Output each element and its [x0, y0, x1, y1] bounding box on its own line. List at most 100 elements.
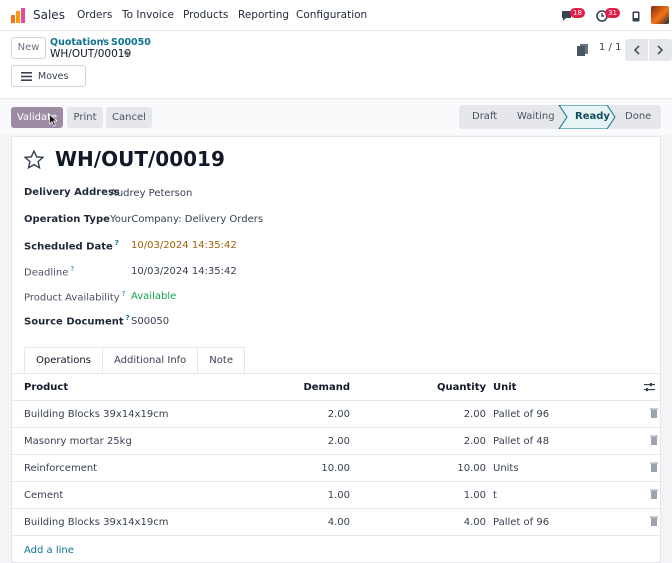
row-demand: 2.00 — [327, 436, 350, 447]
row-product: Reinforcement — [24, 463, 98, 474]
row-quantity[interactable]: 10.00 — [457, 463, 486, 474]
row-product: Building Blocks 39x14x19cm — [24, 517, 169, 528]
user-avatar[interactable] — [651, 6, 669, 24]
column-settings-icon[interactable] — [644, 383, 655, 392]
stage-pipeline: Draft Waiting Ready Done — [459, 105, 661, 129]
pager-prev-button[interactable] — [625, 39, 648, 61]
validate-label: Validate — [16, 112, 58, 123]
column-demand[interactable]: Demand — [303, 382, 350, 393]
product-availability-value: Available — [131, 291, 177, 302]
trash-icon[interactable] — [650, 408, 658, 418]
activities-badge: 31 — [605, 8, 620, 18]
chat-icon — [562, 11, 571, 21]
pager-next-button[interactable] — [649, 39, 672, 61]
menu-reporting[interactable]: Reporting — [238, 9, 290, 21]
table-row[interactable]: Reinforcement 10.00 10.00 Units — [12, 455, 660, 482]
form-sheet: WH/OUT/00019 Delivery Address Audrey Pet… — [11, 136, 661, 563]
help-tooltip-icon[interactable]: ? — [121, 290, 126, 298]
trash-icon[interactable] — [650, 435, 658, 445]
operation-type-label: Operation Type — [24, 214, 110, 225]
mouse-cursor-icon — [49, 114, 58, 127]
new-button[interactable]: New — [11, 37, 46, 59]
stage-waiting[interactable]: Waiting — [517, 111, 555, 122]
trash-icon[interactable] — [650, 516, 658, 526]
menu-lines-icon — [21, 72, 32, 81]
messages-button[interactable]: 18 — [561, 8, 587, 23]
notebook-tabs: Operations Additional Info Note — [24, 347, 245, 373]
menu-to-invoice[interactable]: To Invoice — [122, 9, 174, 21]
table-row[interactable]: Building Blocks 39x14x19cm 4.00 4.00 Pal… — [12, 509, 660, 536]
documents-icon[interactable] — [577, 44, 588, 56]
scheduled-date-label-text: Scheduled Date — [24, 241, 113, 253]
pager-value[interactable]: 1 / 1 — [599, 42, 622, 53]
control-panel: New Quotations / S00050 WH/OUT/00019 ⚙ M… — [0, 31, 672, 99]
menu-products[interactable]: Products — [183, 9, 229, 21]
chevron-left-icon — [633, 45, 640, 55]
activities-button[interactable]: 31 — [596, 8, 622, 23]
add-a-line-link[interactable]: Add a line — [24, 545, 74, 556]
row-unit: Pallet of 96 — [493, 517, 550, 528]
deadline-value[interactable]: 10/03/2024 14:35:42 — [131, 266, 237, 277]
table-row[interactable]: Masonry mortar 25kg 2.00 2.00 Pallet of … — [12, 428, 660, 455]
help-tooltip-icon[interactable]: ? — [70, 265, 75, 273]
stage-ready[interactable]: Ready — [575, 111, 610, 122]
source-document-label: Source Document? — [24, 314, 130, 327]
tab-note[interactable]: Note — [197, 347, 245, 373]
trash-icon[interactable] — [650, 489, 658, 499]
row-unit: Units — [493, 463, 519, 474]
help-tooltip-icon[interactable]: ? — [125, 314, 130, 322]
top-navbar: Sales Orders To Invoice Products Reporti… — [0, 0, 672, 31]
row-quantity[interactable]: 4.00 — [463, 517, 486, 528]
row-product: Cement — [24, 490, 64, 501]
row-quantity[interactable]: 2.00 — [463, 436, 486, 447]
row-unit: Pallet of 96 — [493, 409, 550, 420]
status-bar: Validate Print Cancel Draft Waiting Read… — [0, 100, 672, 135]
tab-operations[interactable]: Operations — [24, 347, 103, 373]
scheduled-date-value[interactable]: 10/03/2024 14:35:42 — [131, 240, 237, 251]
messages-badge: 18 — [570, 8, 585, 18]
product-availability-label-text: Product Availability — [24, 292, 120, 304]
row-demand: 1.00 — [327, 490, 350, 501]
menu-orders[interactable]: Orders — [77, 9, 113, 21]
tab-additional-info[interactable]: Additional Info — [101, 347, 199, 373]
record-title: WH/OUT/00019 — [55, 147, 225, 171]
row-unit: t — [493, 490, 497, 501]
row-unit: Pallet of 48 — [493, 436, 550, 447]
delivery-address-label: Delivery Address — [24, 187, 120, 198]
deadline-label-text: Deadline — [24, 267, 69, 279]
column-quantity[interactable]: Quantity — [437, 382, 486, 393]
row-quantity[interactable]: 1.00 — [463, 490, 486, 501]
sales-app-icon[interactable] — [10, 7, 27, 24]
breadcrumb-separator: / — [101, 37, 105, 48]
table-row[interactable]: Building Blocks 39x14x19cm 2.00 2.00 Pal… — [12, 401, 660, 428]
app-name[interactable]: Sales — [33, 8, 65, 22]
delivery-address-value[interactable]: Audrey Peterson — [110, 188, 193, 199]
table-row[interactable]: Cement 1.00 1.00 t — [12, 482, 660, 509]
pipeline-background — [459, 105, 661, 129]
operations-table: Product Demand Quantity Unit Building Bl… — [12, 373, 660, 536]
phone-icon[interactable] — [632, 11, 640, 22]
favorite-star-icon[interactable] — [24, 150, 44, 169]
stage-draft[interactable]: Draft — [472, 111, 498, 122]
print-button[interactable]: Print — [67, 107, 103, 128]
source-document-label-text: Source Document — [24, 316, 124, 328]
help-tooltip-icon[interactable]: ? — [114, 239, 119, 247]
stage-done[interactable]: Done — [625, 111, 652, 122]
row-demand: 10.00 — [321, 463, 350, 474]
chevron-right-icon — [657, 45, 664, 55]
settings-gear-icon[interactable]: ⚙ — [123, 48, 132, 59]
column-product[interactable]: Product — [24, 382, 69, 393]
row-demand: 2.00 — [327, 409, 350, 420]
breadcrumb-order[interactable]: S00050 — [111, 37, 151, 48]
breadcrumb-quotations[interactable]: Quotations — [50, 37, 110, 48]
moves-button[interactable]: Moves — [11, 65, 86, 87]
cancel-button[interactable]: Cancel — [106, 107, 152, 128]
column-unit[interactable]: Unit — [493, 382, 517, 393]
operation-type-value[interactable]: YourCompany: Delivery Orders — [110, 214, 264, 225]
row-quantity[interactable]: 2.00 — [463, 409, 486, 420]
row-product: Building Blocks 39x14x19cm — [24, 409, 169, 420]
trash-icon[interactable] — [650, 462, 658, 472]
record-name: WH/OUT/00019 — [50, 48, 132, 60]
menu-configuration[interactable]: Configuration — [296, 9, 368, 21]
source-document-value[interactable]: S00050 — [131, 316, 170, 327]
